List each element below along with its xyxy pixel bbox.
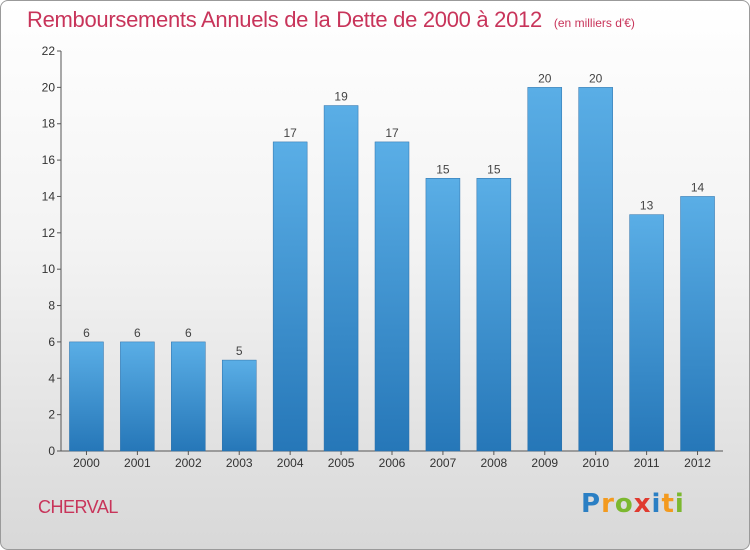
x-tick-label: 2001 [124, 456, 151, 470]
x-tick-label: 2009 [531, 456, 558, 470]
x-tick-label: 2002 [175, 456, 202, 470]
chart-title: Remboursements Annuels de la Dette de 20… [27, 7, 635, 33]
y-tick-label: 12 [42, 226, 56, 240]
data-label: 14 [691, 180, 705, 194]
x-tick-label: 2006 [379, 456, 406, 470]
data-label: 17 [283, 126, 297, 140]
data-label: 6 [185, 326, 192, 340]
logo-letter: i [674, 489, 685, 519]
bar [272, 141, 308, 452]
y-tick-label: 10 [42, 262, 56, 276]
logo-letter: P [581, 489, 602, 519]
logo-letter: x [633, 489, 652, 519]
bar [69, 341, 104, 452]
y-tick-label: 16 [42, 153, 56, 167]
data-label: 6 [134, 326, 141, 340]
bar [527, 87, 563, 452]
chart-subtitle: (en milliers d'€) [553, 16, 635, 30]
y-tick-label: 4 [48, 371, 55, 385]
data-label: 20 [589, 71, 603, 85]
data-label: 5 [236, 344, 243, 358]
bar [578, 87, 613, 452]
logo-letter: r [601, 489, 615, 519]
x-tick-label: 2010 [582, 456, 609, 470]
logo-letter: o [614, 489, 634, 519]
x-tick-label: 2008 [480, 456, 507, 470]
y-tick-label: 22 [42, 44, 56, 58]
commune-name: CHERVAL [38, 497, 118, 517]
bar [374, 141, 410, 452]
data-label: 20 [538, 71, 552, 85]
x-tick-label: 2005 [328, 456, 355, 470]
x-tick-label: 2012 [684, 456, 711, 470]
y-tick-label: 2 [48, 408, 55, 422]
chart-title-text: Remboursements Annuels de la Dette de 20… [27, 7, 542, 32]
x-tick-label: 2007 [430, 456, 457, 470]
y-tick-label: 0 [48, 444, 55, 458]
y-tick-label: 6 [48, 335, 55, 349]
data-label: 19 [334, 90, 348, 104]
bar [680, 196, 715, 452]
y-tick-label: 8 [48, 299, 55, 313]
bar [323, 105, 359, 452]
y-tick-label: 20 [42, 80, 56, 94]
bar [221, 359, 257, 452]
bar [629, 214, 664, 452]
proxiti-logo: Proxiti [581, 489, 685, 519]
data-label: 17 [385, 126, 399, 140]
bar [120, 341, 155, 452]
data-label: 15 [487, 162, 501, 176]
x-tick-label: 2004 [277, 456, 304, 470]
data-label: 15 [436, 162, 450, 176]
logo-letter: i [651, 489, 662, 519]
y-tick-label: 14 [42, 189, 56, 203]
bar [476, 178, 512, 452]
x-tick-label: 2000 [73, 456, 100, 470]
bar [171, 341, 206, 452]
data-label: 6 [83, 326, 90, 340]
x-tick-label: 2011 [634, 456, 660, 470]
bar [425, 178, 461, 452]
y-tick-label: 18 [42, 117, 56, 131]
x-tick-label: 2003 [226, 456, 253, 470]
data-label: 13 [640, 199, 654, 213]
logo-letter: t [661, 489, 675, 519]
